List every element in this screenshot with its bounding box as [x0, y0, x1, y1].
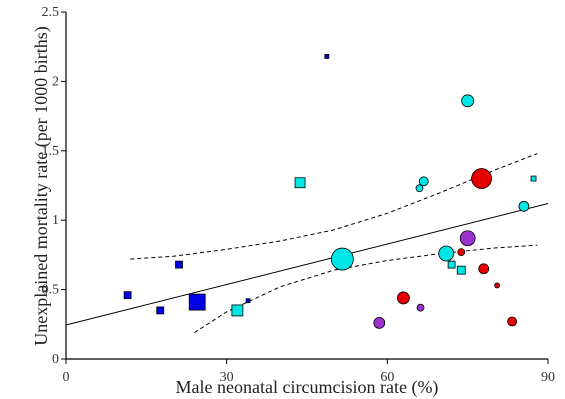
y-tick-label: 2.5: [42, 5, 60, 20]
circle-point: [518, 200, 530, 212]
square-point: [324, 54, 330, 59]
y-tick-label: 2: [52, 74, 59, 89]
square-point: [123, 291, 132, 300]
square-point: [188, 293, 206, 311]
square-point: [456, 265, 466, 275]
fit-line: [65, 203, 549, 326]
data-points: [123, 54, 537, 329]
square-point: [294, 177, 306, 189]
x-tick-label: 60: [380, 370, 394, 385]
circle-point: [507, 316, 518, 327]
y-tick-label: 0.5: [42, 283, 60, 298]
circle-point: [471, 168, 492, 189]
circle-point: [461, 94, 475, 108]
square-point: [175, 260, 183, 269]
circle-point: [330, 247, 354, 271]
circle-point: [478, 263, 490, 275]
circle-point: [416, 303, 425, 312]
y-tick-label: 0: [52, 352, 59, 367]
y-tick-label: 1.5: [42, 144, 60, 159]
y-tick-label: 1: [52, 213, 59, 228]
square-point: [245, 298, 251, 304]
x-tick-label: 90: [541, 370, 555, 385]
circle-point: [438, 245, 455, 262]
x-axis-title: Male neonatal circumcision rate (%): [176, 377, 439, 398]
circle-point: [418, 176, 429, 187]
circle-point: [415, 184, 424, 193]
square-point: [447, 260, 456, 269]
square-point: [156, 306, 165, 315]
circle-point: [459, 230, 476, 247]
axes: [65, 12, 548, 360]
square-point: [231, 304, 244, 317]
circle-point: [457, 248, 466, 257]
x-tick-label: 30: [220, 370, 234, 385]
y-axis-title: Unexplained mortality rate (per 1000 bir…: [31, 26, 52, 345]
circle-point: [373, 317, 386, 329]
ci-lower-line: [194, 244, 538, 334]
x-tick-label: 0: [63, 370, 70, 385]
ticks: 0 30 60 90 0 0.5 1 1.5 2 2.5: [42, 5, 556, 385]
circle-point: [494, 282, 501, 289]
square-point: [530, 175, 537, 182]
ci-upper-line: [130, 153, 538, 260]
circle-point: [396, 291, 410, 305]
